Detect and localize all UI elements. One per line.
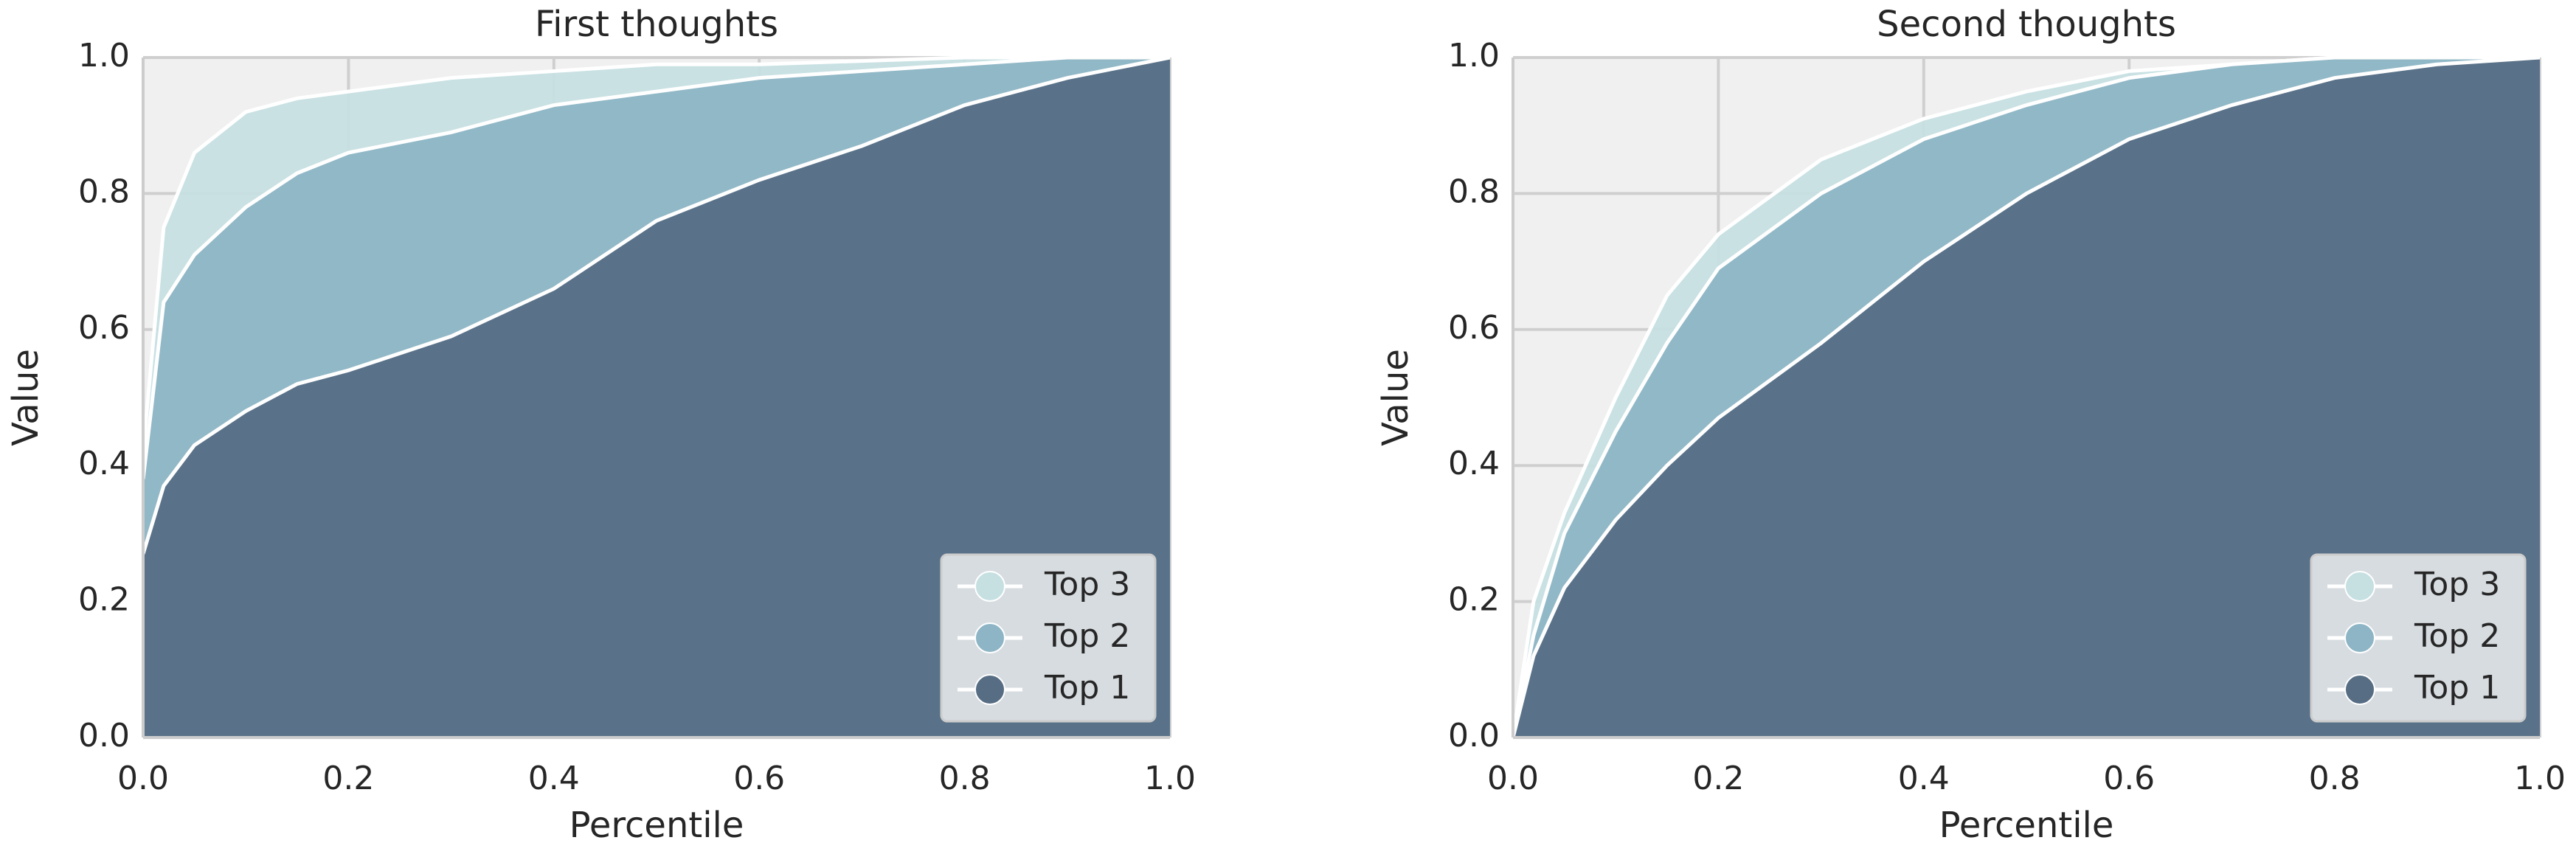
area: [1513, 58, 2540, 738]
legend-label: Top 2: [2414, 617, 2500, 655]
chart-title: Second thoughts: [1877, 4, 2176, 45]
x-tick-label: 0.6: [733, 760, 785, 797]
area-edge: [141, 55, 1170, 452]
x-tick-label: 0.2: [322, 760, 374, 797]
y-tick-label: 0.8: [78, 173, 130, 210]
y-axis-label: Value: [5, 349, 46, 446]
legend-marker: [2344, 622, 2375, 653]
legend-marker: [974, 674, 1005, 705]
y-tick-label: 0.6: [1448, 309, 1500, 347]
y-tick-label: 0.2: [1448, 581, 1500, 619]
x-tick-label: 0.6: [2103, 760, 2155, 797]
legend-marker: [2344, 571, 2375, 602]
area-edge: [1511, 55, 2540, 738]
legend-label: Top 1: [1044, 669, 1130, 707]
area-edge: [1511, 55, 2541, 738]
x-tick-label: 0.0: [1487, 760, 1539, 797]
x-tick-label: 0.4: [528, 760, 580, 797]
x-tick-label: 0.8: [2309, 760, 2361, 797]
legend-marker: [974, 622, 1005, 653]
y-axis-label: Value: [1375, 349, 1416, 446]
legend-label: Top 3: [1044, 566, 1130, 603]
y-tick-label: 0.8: [1448, 173, 1500, 210]
y-tick-label: 0.0: [1448, 717, 1500, 754]
area: [143, 58, 1170, 738]
legend-marker: [974, 571, 1005, 602]
y-tick-label: 0.2: [78, 581, 130, 619]
x-tick-label: 0.2: [1692, 760, 1744, 797]
y-tick-label: 0.4: [1448, 445, 1500, 482]
y-tick-label: 1.0: [78, 37, 130, 74]
area-edge: [141, 55, 1171, 555]
y-tick-label: 0.4: [78, 445, 130, 482]
legend-marker: [2344, 674, 2375, 705]
x-tick-label: 0.8: [939, 760, 991, 797]
x-axis-label: Percentile: [1939, 805, 2114, 846]
chart-title: First thoughts: [535, 4, 778, 45]
y-tick-label: 0.0: [78, 717, 130, 754]
x-tick-label: 0.0: [117, 760, 169, 797]
y-tick-label: 0.6: [78, 309, 130, 347]
y-tick-label: 1.0: [1448, 37, 1500, 74]
x-tick-label: 1.0: [1144, 760, 1196, 797]
area-edge: [141, 55, 1170, 479]
x-axis-label: Percentile: [569, 805, 744, 846]
legend-label: Top 2: [1044, 617, 1130, 655]
x-tick-label: 1.0: [2514, 760, 2566, 797]
legend-label: Top 1: [2414, 669, 2500, 707]
x-tick-label: 0.4: [1898, 760, 1950, 797]
legend-label: Top 3: [2414, 566, 2500, 603]
